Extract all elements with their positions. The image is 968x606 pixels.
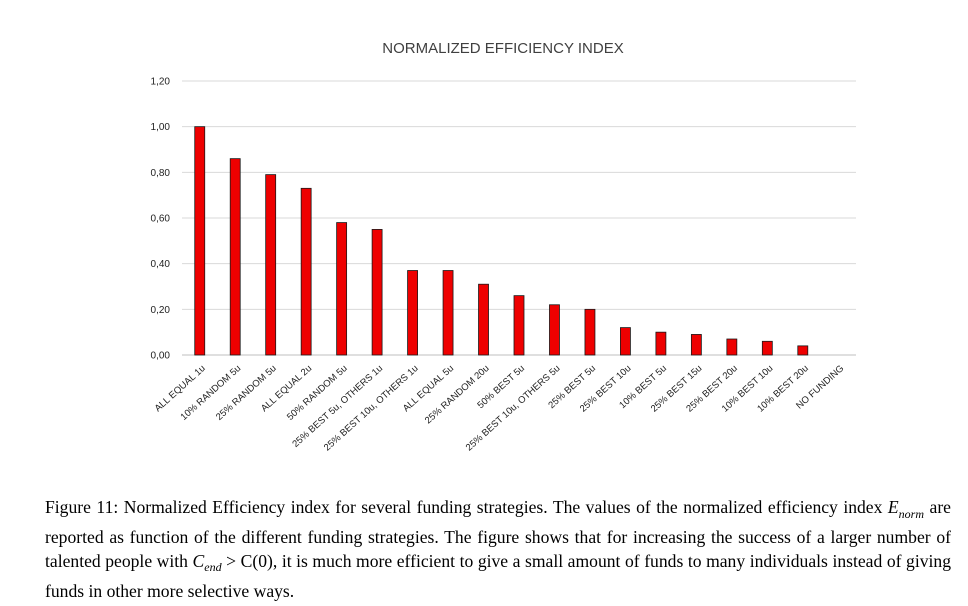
y-axis-tick-labels: 0,00 0,20 0,40 0,60 0,80 1,00 1,20 [151, 77, 171, 362]
caption-label: Figure 11: [45, 497, 119, 517]
gridlines [182, 80, 856, 356]
bar [194, 126, 206, 356]
bar [549, 304, 560, 356]
caption-math-condition: C [192, 550, 205, 571]
bars [194, 126, 809, 356]
bar [300, 187, 312, 356]
bar [655, 331, 667, 356]
caption-text-middle: are reported as function of the differen… [45, 497, 951, 571]
y-tick-label: 0,20 [151, 305, 171, 316]
bar [371, 229, 383, 356]
caption-math-condition-rest: > C(0), [221, 550, 278, 571]
bar [513, 295, 525, 356]
bar [229, 158, 241, 356]
bar [726, 338, 738, 356]
caption-math-condition-subscript: end [204, 560, 222, 575]
bar [442, 270, 454, 356]
bar [478, 283, 489, 356]
bar [265, 174, 277, 356]
bar [690, 334, 702, 356]
x-category-label: 50% RANDOM 5u [285, 363, 350, 423]
bar [620, 327, 631, 356]
chart-title: NORMALIZED EFFICIENCY INDEX [382, 40, 623, 57]
y-tick-label: 0,80 [151, 168, 171, 179]
caption-math-symbol: E [887, 497, 899, 517]
figure-caption: Figure 11: Normalized Efficiency index f… [45, 496, 951, 603]
y-tick-label: 0,40 [151, 259, 171, 270]
bar [407, 270, 418, 356]
x-category-label: 10% RANDOM 5u [179, 363, 244, 423]
bar-chart: NORMALIZED EFFICIENCY INDEX 0,00 0,20 0,40… [151, 40, 856, 453]
caption-math-subscript: norm [898, 506, 925, 521]
bar [761, 340, 773, 356]
bar [797, 345, 809, 356]
y-tick-label: 1,00 [151, 122, 171, 133]
bar [336, 222, 348, 356]
caption-text-before-math: Normalized Efficiency index for several … [123, 497, 883, 517]
y-tick-label: 0,60 [151, 214, 171, 225]
caption-text-after: it is much more efficient to give a smal… [45, 550, 951, 601]
y-tick-label: 1,20 [151, 77, 171, 88]
y-tick-label: 0,00 [151, 351, 171, 362]
x-category-label: 25% RANDOM 5u [214, 363, 279, 423]
bar [584, 308, 596, 356]
x-category-label: 25% RANDOM 20u [423, 363, 492, 426]
